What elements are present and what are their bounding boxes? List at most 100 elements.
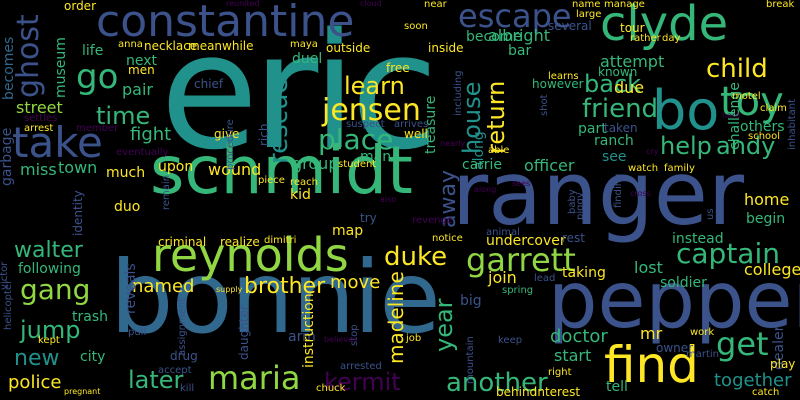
word: man — [360, 149, 392, 165]
word: watch — [628, 163, 659, 174]
word: next — [126, 53, 158, 69]
word: see — [602, 149, 627, 165]
word: toy — [720, 79, 784, 125]
word: name — [572, 0, 601, 10]
word: arrives — [394, 119, 429, 130]
word: gang — [20, 273, 91, 306]
word: anna — [118, 39, 143, 50]
word: maya — [290, 39, 318, 50]
word: family — [664, 163, 695, 174]
word: duke — [384, 242, 448, 272]
word: play — [770, 357, 796, 371]
word: undercover — [486, 233, 566, 249]
word: bo — [652, 79, 720, 142]
word: instruction — [301, 293, 317, 368]
word: garbage — [0, 127, 15, 186]
word: soldier — [660, 275, 707, 291]
word: part — [578, 121, 607, 137]
word: police — [8, 372, 62, 393]
word: bar — [508, 43, 532, 59]
word: museum — [53, 37, 69, 98]
word: garrett — [466, 241, 576, 279]
word: friend — [582, 94, 659, 124]
word: brother — [244, 274, 326, 299]
word: escape — [458, 0, 572, 35]
word: martin — [686, 349, 720, 360]
word: bonnie — [110, 239, 441, 356]
word: identity — [71, 190, 85, 236]
word: help — [660, 132, 712, 160]
word: reynolds — [152, 228, 349, 282]
word: finding — [613, 173, 624, 208]
word: necklace — [144, 39, 198, 53]
word: near — [424, 0, 447, 10]
word: manage — [604, 0, 645, 10]
word: street — [16, 98, 63, 117]
word: home — [744, 190, 790, 209]
word: attempt — [600, 52, 665, 71]
word: much — [106, 165, 146, 181]
word: including — [453, 70, 464, 116]
word: remain — [161, 174, 172, 210]
word: member — [76, 123, 119, 134]
word: back — [584, 70, 642, 98]
word: arrest — [24, 123, 54, 134]
word: learn — [344, 72, 405, 100]
word: place — [318, 123, 394, 156]
word: free — [386, 61, 410, 75]
word: others — [740, 119, 785, 135]
word: mountain — [465, 336, 476, 384]
word: cry — [646, 147, 659, 156]
word: walter — [14, 238, 83, 263]
word: settles — [24, 113, 58, 124]
word: large — [576, 9, 602, 20]
word: carrie — [462, 157, 503, 173]
word: pull — [128, 327, 147, 338]
word: meanwhile — [188, 39, 254, 53]
word: group — [292, 154, 339, 173]
word: becomes — [1, 36, 17, 100]
word: city — [80, 349, 106, 365]
word: animal — [486, 227, 520, 238]
word: assignment — [177, 297, 188, 356]
word: men — [128, 63, 155, 77]
word: right — [548, 367, 572, 378]
word: kill — [180, 383, 195, 394]
word: get — [716, 325, 769, 363]
word: drug — [170, 349, 198, 363]
word: become — [466, 29, 523, 45]
word: kid — [290, 187, 311, 203]
word: taking — [562, 265, 606, 281]
word: cross — [630, 189, 651, 198]
word: taken — [604, 121, 638, 135]
word: catch — [752, 387, 780, 398]
word: miss — [20, 160, 57, 179]
word: piggy — [575, 192, 586, 220]
word: madeline — [384, 271, 408, 364]
word: however — [532, 77, 584, 91]
word: andy — [716, 132, 776, 160]
word: claim — [760, 103, 787, 114]
word: order — [64, 0, 96, 13]
word: duo — [114, 199, 141, 215]
word: go — [76, 57, 119, 97]
word: reunited — [226, 0, 260, 8]
word: due — [614, 78, 645, 97]
word: realize — [220, 235, 260, 249]
word: maria — [208, 359, 301, 397]
word: several — [548, 19, 592, 33]
word: together — [714, 370, 792, 391]
word: begin — [746, 211, 786, 227]
word: procedure — [225, 119, 236, 170]
word: inside — [428, 41, 464, 55]
word: nearly — [440, 139, 466, 148]
word: believes — [324, 335, 358, 344]
word: schmidt — [150, 132, 413, 209]
word: learns — [548, 71, 579, 82]
word: notice — [432, 233, 463, 244]
word: job — [406, 333, 422, 344]
word: college — [744, 260, 800, 279]
word: rather — [630, 33, 661, 44]
word: chief — [194, 77, 224, 91]
